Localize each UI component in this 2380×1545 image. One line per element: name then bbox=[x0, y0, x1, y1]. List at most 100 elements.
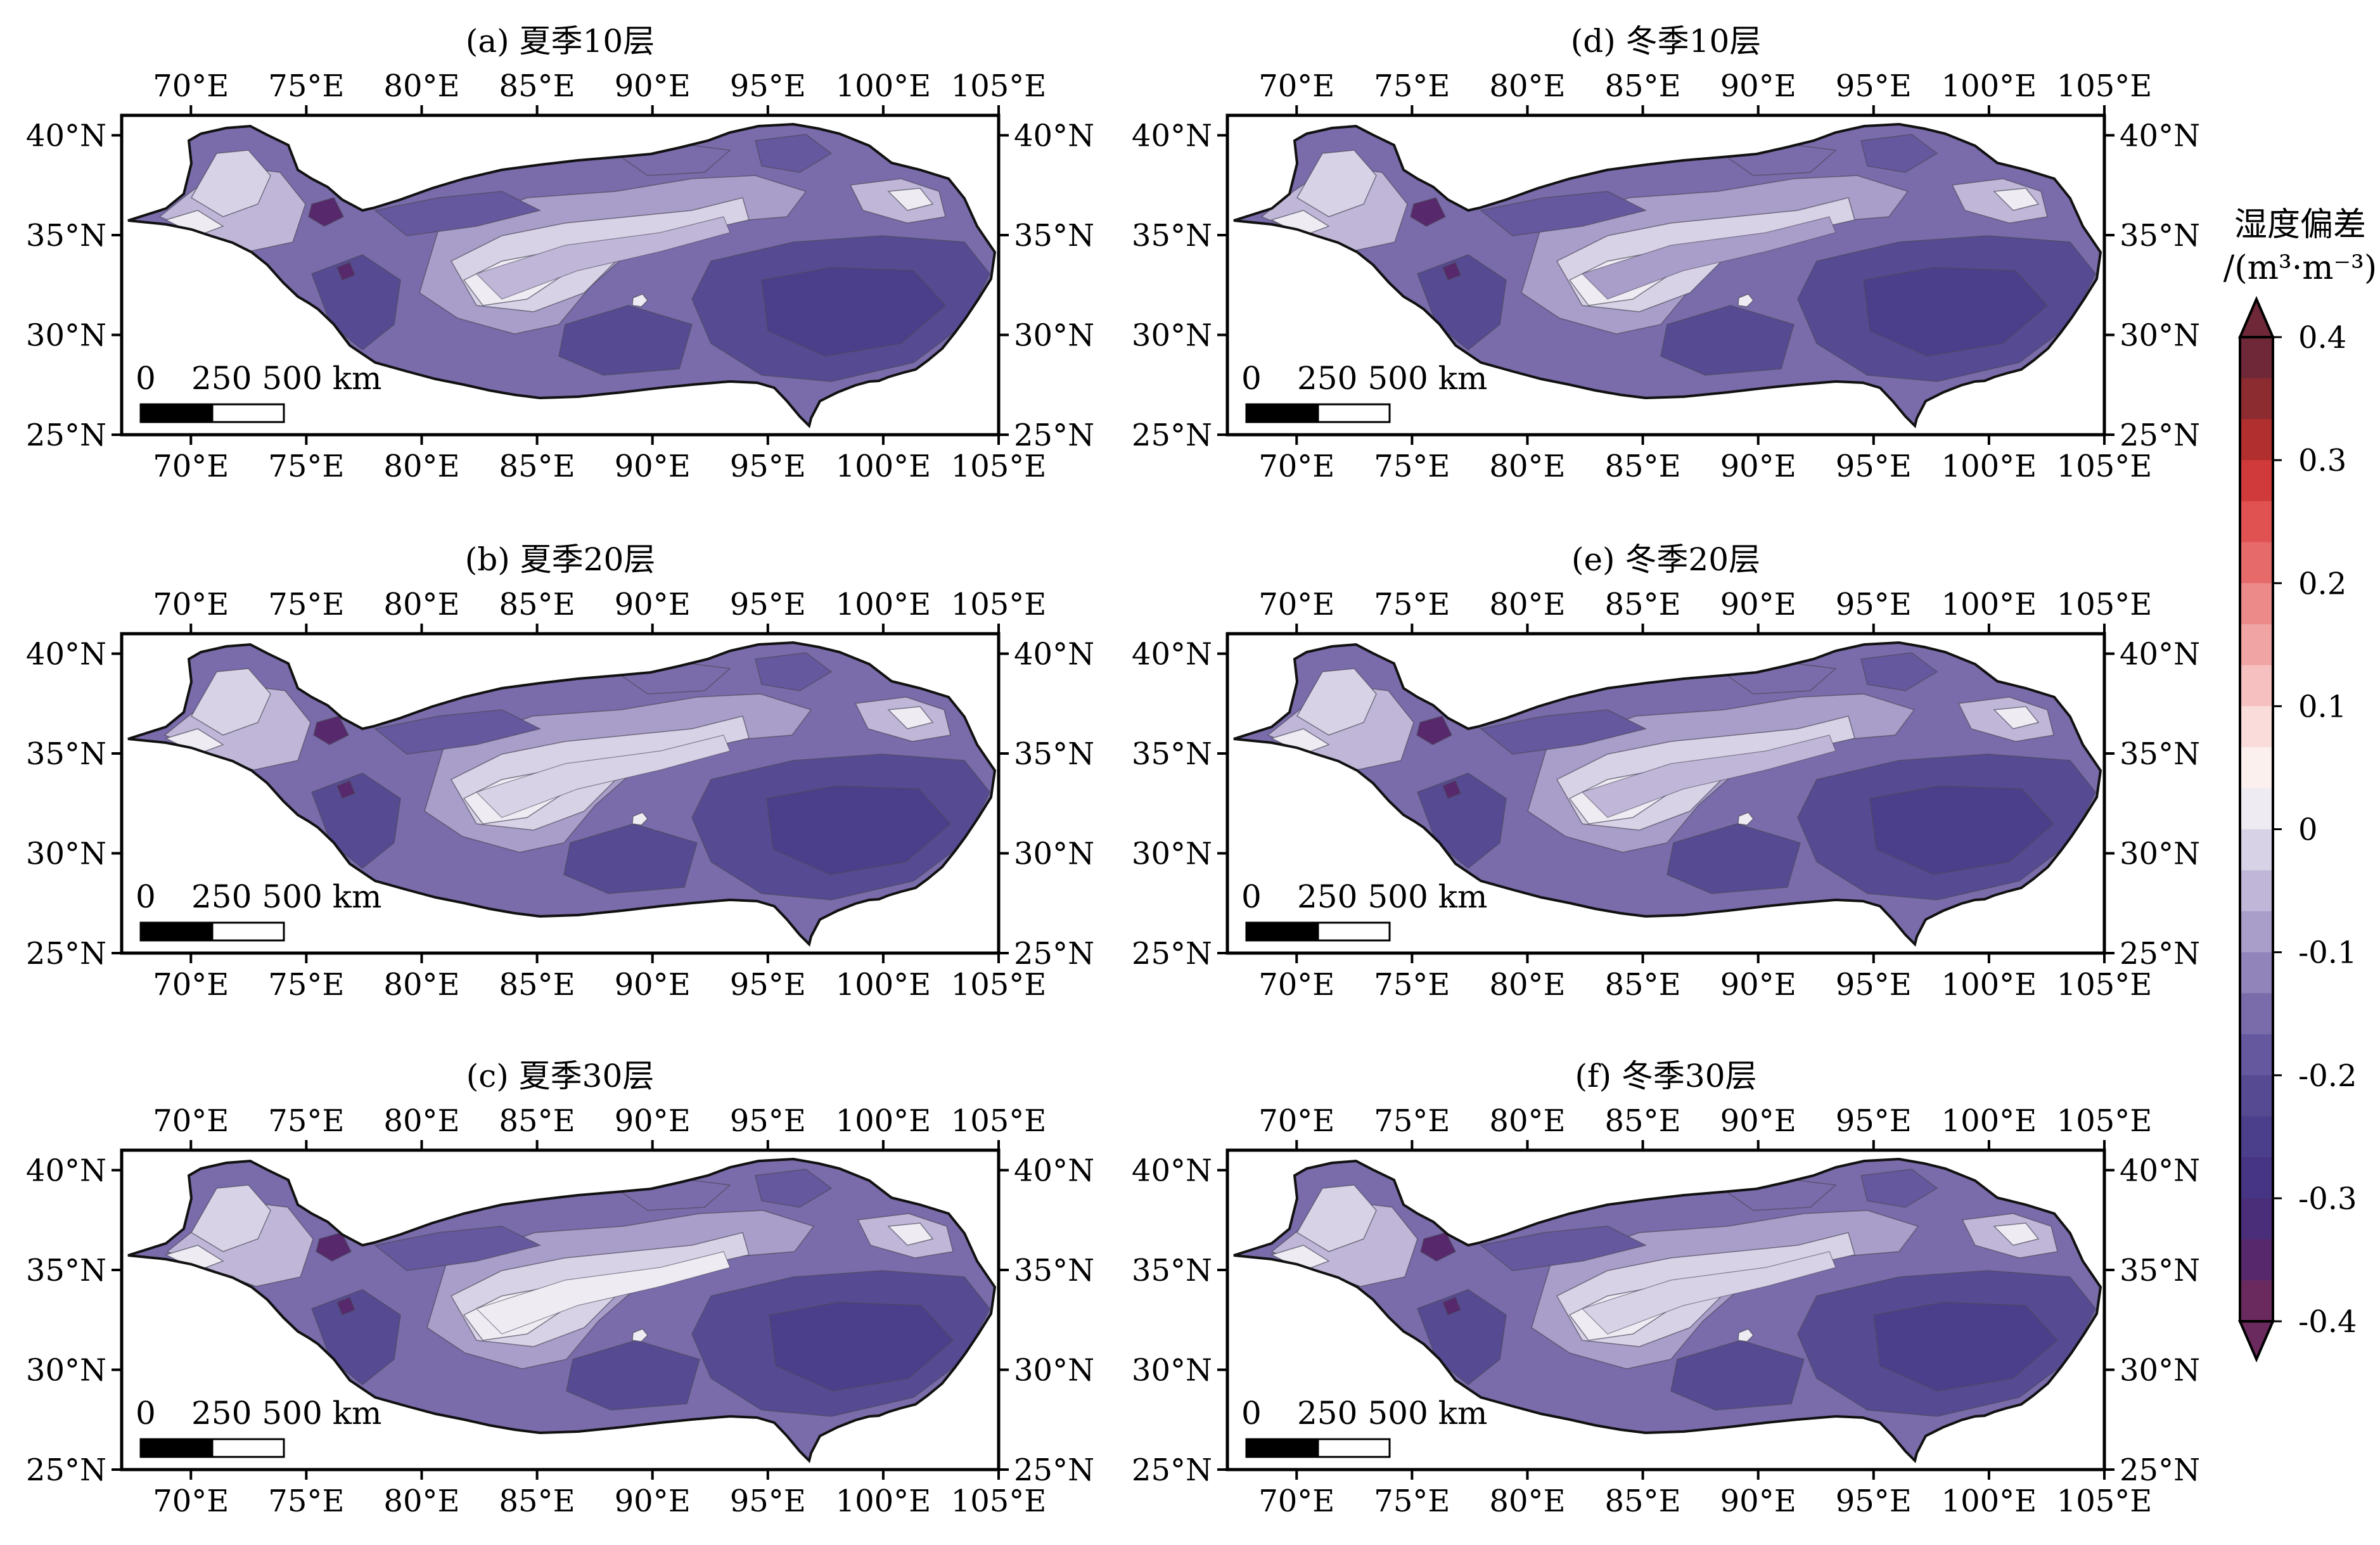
lon-tick-label-bottom: 95°E bbox=[730, 449, 806, 484]
colorbar-bin bbox=[2240, 624, 2273, 666]
map-frame bbox=[120, 632, 1001, 955]
lon-tick-label-top: 95°E bbox=[730, 1103, 806, 1139]
lat-tick-label-right: 35°N bbox=[1014, 218, 1094, 253]
lat-tick-label-right: 25°N bbox=[1014, 936, 1094, 971]
lon-tick-label-bottom: 95°E bbox=[730, 967, 806, 1003]
map-frame bbox=[1225, 632, 2106, 955]
panel-a: (a) 夏季10层 70°E 70°E 75°E 75°E 80°E 80°E 85°E 85°… bbox=[26, 23, 1094, 484]
lon-tick-label-bottom: 95°E bbox=[1836, 1484, 1912, 1519]
lon-tick-label-bottom: 100°E bbox=[836, 449, 931, 484]
lat-tick-label-right: 35°N bbox=[1014, 1253, 1094, 1288]
lon-tick-label-bottom: 105°E bbox=[2057, 967, 2153, 1003]
scale-bar: 0 250 500 km bbox=[1241, 360, 1487, 423]
lat-tick-label-right: 30°N bbox=[1014, 837, 1094, 872]
lon-tick-label-top: 75°E bbox=[1374, 1103, 1450, 1139]
colorbar-bin bbox=[2240, 788, 2273, 830]
scale-label-km: 250 500 km bbox=[1297, 878, 1487, 915]
colorbar-bin bbox=[2240, 542, 2273, 584]
lon-tick-label-top: 90°E bbox=[1720, 587, 1796, 622]
lat-tick-label-right: 25°N bbox=[2120, 418, 2200, 453]
lat-tick-label-left: 40°N bbox=[1132, 1153, 1212, 1189]
lon-tick-label-bottom: 70°E bbox=[1258, 967, 1334, 1003]
colorbar-tick-label: 0.4 bbox=[2298, 320, 2346, 356]
lon-tick-label-bottom: 105°E bbox=[951, 967, 1047, 1003]
panel-e: (e) 冬季20层 70°E 70°E 75°E 75°E 80°E 80°E 85°E 85°… bbox=[1132, 541, 2200, 1003]
lat-tick-label-right: 40°N bbox=[2120, 637, 2200, 672]
lat-tick-label-left: 25°N bbox=[26, 418, 106, 453]
lat-tick-label-left: 40°N bbox=[26, 119, 106, 154]
lon-tick-label-bottom: 95°E bbox=[730, 1484, 806, 1519]
colorbar-bin bbox=[2240, 1157, 2273, 1199]
lat-tick-label-left: 35°N bbox=[26, 736, 106, 772]
panel-title: (e) 冬季20层 bbox=[1571, 541, 1760, 578]
lon-tick-label-top: 75°E bbox=[1374, 587, 1450, 622]
lat-tick-label-left: 25°N bbox=[1132, 936, 1212, 971]
lon-tick-label-top: 95°E bbox=[1836, 587, 1912, 622]
lat-tick-label-left: 25°N bbox=[1132, 1452, 1212, 1488]
panel-title: (b) 夏季20层 bbox=[465, 541, 656, 578]
colorbar-bin bbox=[2240, 583, 2273, 625]
lon-tick-label-bottom: 85°E bbox=[499, 967, 575, 1003]
lon-tick-label-top: 95°E bbox=[1836, 1103, 1912, 1139]
lon-tick-label-top: 75°E bbox=[1374, 68, 1450, 104]
map-frame bbox=[120, 1148, 1001, 1471]
panel-title: (c) 夏季30层 bbox=[466, 1058, 655, 1094]
lon-tick-label-top: 90°E bbox=[1720, 68, 1796, 104]
lon-tick-label-bottom: 80°E bbox=[383, 967, 459, 1003]
lat-tick-label-left: 35°N bbox=[26, 218, 106, 253]
colorbar-bin bbox=[2240, 665, 2273, 707]
lon-tick-label-bottom: 75°E bbox=[1374, 449, 1450, 484]
lat-tick-label-right: 40°N bbox=[1014, 637, 1094, 672]
lon-tick-label-bottom: 105°E bbox=[951, 1484, 1047, 1519]
lon-tick-label-top: 75°E bbox=[268, 587, 344, 622]
lon-tick-label-top: 80°E bbox=[1489, 68, 1565, 104]
lat-tick-label-left: 35°N bbox=[26, 1253, 106, 1288]
lon-tick-label-top: 105°E bbox=[951, 68, 1047, 104]
scale-label-zero: 0 bbox=[136, 360, 156, 397]
lon-tick-label-top: 70°E bbox=[1258, 68, 1334, 104]
lon-tick-label-top: 95°E bbox=[1836, 68, 1912, 104]
lon-tick-label-top: 90°E bbox=[615, 68, 691, 104]
lon-tick-label-bottom: 75°E bbox=[268, 1484, 344, 1519]
lat-tick-label-left: 30°N bbox=[26, 837, 106, 872]
lon-tick-label-bottom: 100°E bbox=[1942, 1484, 2037, 1519]
scale-label-zero: 0 bbox=[136, 1395, 156, 1432]
lat-tick-label-right: 25°N bbox=[2120, 1452, 2200, 1488]
lat-tick-label-left: 40°N bbox=[26, 637, 106, 672]
lon-tick-label-bottom: 90°E bbox=[615, 1484, 691, 1519]
lat-tick-label-left: 40°N bbox=[26, 1153, 106, 1189]
scale-label-zero: 0 bbox=[136, 878, 156, 915]
colorbar-unit: /(m³·m⁻³) bbox=[2223, 249, 2377, 287]
colorbar-tick-label: -0.1 bbox=[2298, 935, 2357, 971]
colorbar-bin bbox=[2240, 1239, 2273, 1281]
lon-tick-label-bottom: 70°E bbox=[153, 449, 229, 484]
lon-tick-label-bottom: 90°E bbox=[615, 449, 691, 484]
colorbar-extend-min bbox=[2237, 1320, 2275, 1363]
scale-label-km: 250 500 km bbox=[1297, 360, 1487, 397]
lon-tick-label-top: 100°E bbox=[836, 587, 931, 622]
scale-label-km: 250 500 km bbox=[191, 1395, 381, 1432]
colorbar-bin bbox=[2240, 1034, 2273, 1076]
lon-tick-label-bottom: 90°E bbox=[1720, 967, 1796, 1003]
colorbar-extend-max bbox=[2237, 295, 2275, 338]
lon-tick-label-bottom: 100°E bbox=[1942, 449, 2037, 484]
lon-tick-label-top: 70°E bbox=[1258, 1103, 1334, 1139]
colorbar-tick-label: 0 bbox=[2298, 812, 2318, 848]
colorbar-tick-label: 0.2 bbox=[2298, 566, 2346, 601]
lat-tick-label-right: 40°N bbox=[1014, 1153, 1094, 1189]
lon-tick-label-bottom: 90°E bbox=[1720, 1484, 1796, 1519]
lon-tick-label-bottom: 100°E bbox=[836, 1484, 931, 1519]
lon-tick-label-bottom: 105°E bbox=[2057, 449, 2153, 484]
lon-tick-label-top: 70°E bbox=[153, 587, 229, 622]
scale-label-km: 250 500 km bbox=[191, 878, 381, 915]
lon-tick-label-bottom: 105°E bbox=[2057, 1484, 2153, 1519]
lon-tick-label-bottom: 80°E bbox=[383, 1484, 459, 1519]
lon-tick-label-top: 70°E bbox=[1258, 587, 1334, 622]
lon-tick-label-top: 95°E bbox=[730, 68, 806, 104]
lat-tick-label-right: 35°N bbox=[1014, 736, 1094, 772]
lon-tick-label-bottom: 75°E bbox=[1374, 967, 1450, 1003]
lat-tick-label-left: 30°N bbox=[1132, 318, 1212, 354]
lon-tick-label-bottom: 100°E bbox=[1942, 967, 2037, 1003]
scale-bar: 0 250 500 km bbox=[136, 1395, 381, 1458]
lat-tick-label-left: 35°N bbox=[1132, 736, 1212, 772]
